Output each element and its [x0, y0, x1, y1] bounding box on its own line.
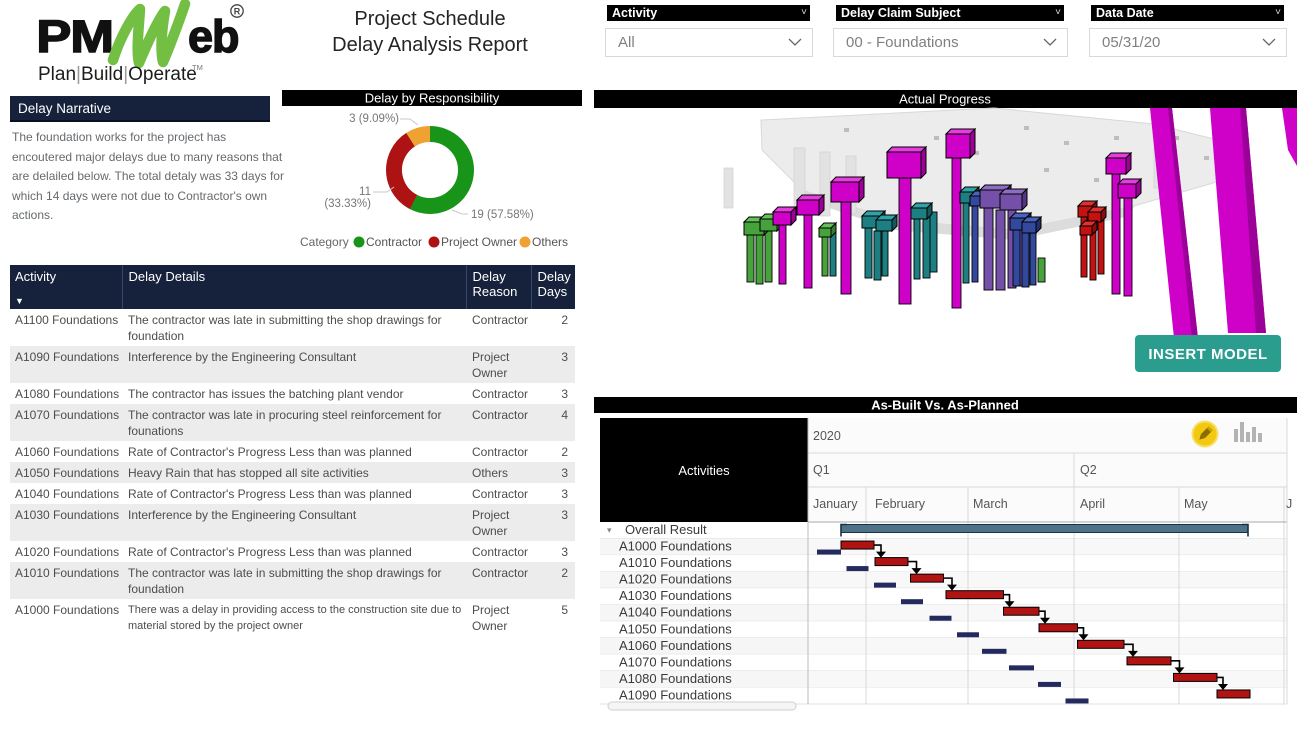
- svg-text:Q1: Q1: [813, 463, 830, 477]
- svg-text:A1090 Foundations: A1090 Foundations: [619, 687, 732, 702]
- svg-text:19 (57.58%): 19 (57.58%): [471, 209, 534, 221]
- svg-text:R: R: [234, 7, 241, 17]
- svg-text:April: April: [1080, 497, 1105, 511]
- svg-text:Category: Category: [300, 235, 349, 249]
- svg-text:February: February: [875, 497, 926, 511]
- svg-text:As-Built Vs. As-Planned: As-Built Vs. As-Planned: [871, 398, 1019, 413]
- svg-text:J: J: [1286, 497, 1292, 511]
- svg-text:A1030 Foundations: A1030 Foundations: [619, 588, 732, 603]
- svg-text:January: January: [813, 497, 858, 511]
- svg-text:Others: Others: [532, 235, 568, 249]
- svg-text:May: May: [1184, 497, 1208, 511]
- svg-text:A1000 Foundations: A1000 Foundations: [619, 539, 732, 554]
- svg-text:3 (9.09%): 3 (9.09%): [349, 113, 399, 125]
- svg-text:Delay by Responsibility: Delay by Responsibility: [365, 91, 500, 106]
- svg-text:eb: eb: [188, 11, 239, 62]
- svg-text:March: March: [973, 497, 1008, 511]
- svg-text:11: 11: [359, 186, 371, 198]
- svg-text:TM: TM: [192, 63, 203, 72]
- svg-text:PM: PM: [36, 12, 113, 62]
- svg-text:Plan|Build|Operate: Plan|Build|Operate: [38, 64, 197, 85]
- svg-text:Overall Result: Overall Result: [625, 522, 707, 537]
- svg-text:Contractor: Contractor: [366, 235, 422, 249]
- svg-text:Actual Progress: Actual Progress: [899, 92, 991, 107]
- svg-text:(33.33%): (33.33%): [324, 198, 371, 210]
- svg-text:Q2: Q2: [1080, 463, 1097, 477]
- svg-text:2020: 2020: [813, 429, 841, 443]
- svg-text:A1040 Foundations: A1040 Foundations: [619, 605, 732, 620]
- svg-text:INSERT MODEL: INSERT MODEL: [1148, 346, 1267, 363]
- svg-text:▾: ▾: [607, 525, 612, 535]
- svg-text:A1060 Foundations: A1060 Foundations: [619, 638, 732, 653]
- svg-text:Project Owner: Project Owner: [441, 235, 517, 249]
- svg-text:Activities: Activities: [678, 463, 730, 478]
- svg-text:A1070 Foundations: A1070 Foundations: [619, 654, 732, 669]
- svg-text:A1010 Foundations: A1010 Foundations: [619, 555, 732, 570]
- svg-text:A1050 Foundations: A1050 Foundations: [619, 621, 732, 636]
- svg-text:A1080 Foundations: A1080 Foundations: [619, 671, 732, 686]
- svg-text:A1020 Foundations: A1020 Foundations: [619, 572, 732, 587]
